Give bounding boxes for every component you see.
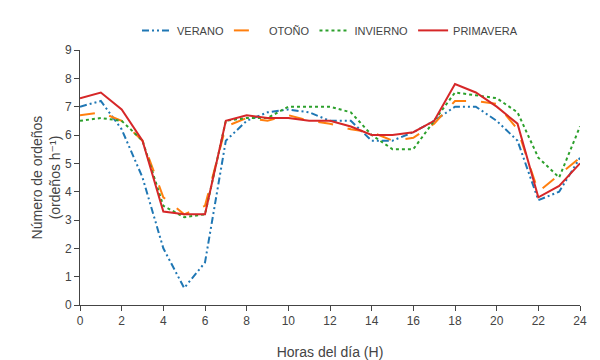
svg-text:3: 3 <box>65 213 72 227</box>
svg-text:0: 0 <box>65 298 72 312</box>
svg-text:8: 8 <box>65 72 72 86</box>
svg-text:4: 4 <box>160 314 167 328</box>
svg-text:VERANO: VERANO <box>177 25 224 37</box>
svg-text:4: 4 <box>65 185 72 199</box>
svg-text:OTOÑO: OTOÑO <box>269 25 310 37</box>
svg-text:0: 0 <box>77 314 84 328</box>
svg-text:PRIMAVERA: PRIMAVERA <box>453 25 518 37</box>
svg-text:2: 2 <box>65 242 72 256</box>
svg-text:5: 5 <box>65 157 72 171</box>
svg-text:Horas del día (H): Horas del día (H) <box>277 344 384 360</box>
svg-text:18: 18 <box>448 314 462 328</box>
svg-text:Número de ordeños(ordeños h⁻¹): Número de ordeños(ordeños h⁻¹) <box>29 116 63 240</box>
svg-text:1: 1 <box>65 270 72 284</box>
svg-text:16: 16 <box>407 314 421 328</box>
svg-text:2: 2 <box>118 314 125 328</box>
svg-text:14: 14 <box>365 314 379 328</box>
svg-text:9: 9 <box>65 43 72 57</box>
svg-text:24: 24 <box>573 314 587 328</box>
svg-text:10: 10 <box>282 314 296 328</box>
svg-text:12: 12 <box>323 314 337 328</box>
svg-text:6: 6 <box>202 314 209 328</box>
svg-text:6: 6 <box>65 128 72 142</box>
svg-text:8: 8 <box>243 314 250 328</box>
svg-text:20: 20 <box>490 314 504 328</box>
svg-text:22: 22 <box>532 314 546 328</box>
svg-text:7: 7 <box>65 100 72 114</box>
svg-text:INVIERNO: INVIERNO <box>354 25 408 37</box>
